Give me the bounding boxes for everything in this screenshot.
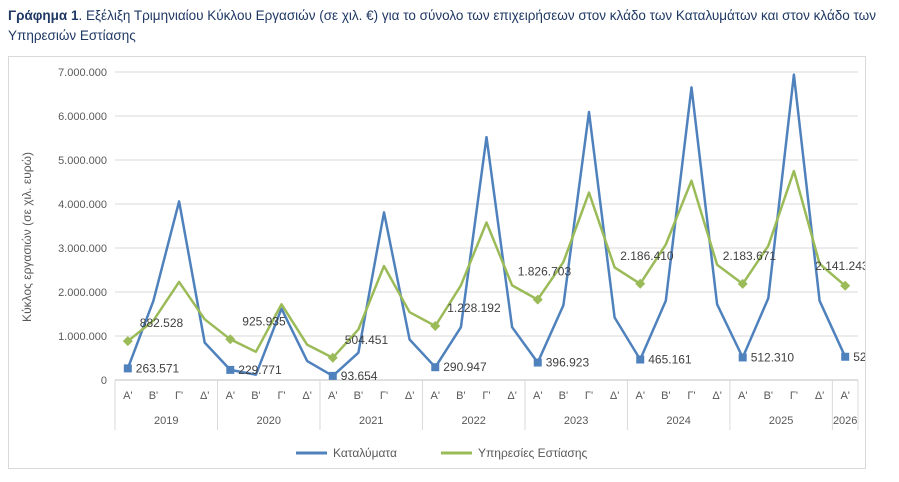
quarter-tick-label: Α' <box>123 390 132 402</box>
quarter-tick-label: Α' <box>431 390 440 402</box>
quarter-tick-label: Δ' <box>405 390 414 402</box>
quarter-tick-label: Γ' <box>687 390 695 402</box>
data-label-accommodation: 93.654 <box>341 369 378 383</box>
y-axis-label: Κύκλος εργασιών (σε χιλ. ευρώ) <box>20 152 34 322</box>
year-tick-label: 2021 <box>359 415 383 427</box>
quarter-tick-label: Α' <box>636 390 645 402</box>
data-label-food-services: 1.826.703 <box>518 265 572 279</box>
marker-accommodation <box>636 355 645 364</box>
data-labels: 263.571 229.771 93.654 290.947 396.923 465.16… <box>136 249 865 383</box>
quarter-tick-label: Β' <box>764 390 773 402</box>
quarter-tick-label: Δ' <box>712 390 721 402</box>
marker-food-services <box>327 352 338 363</box>
quarter-tick-label: Δ' <box>302 390 311 402</box>
quarter-tick-label: Β' <box>661 390 670 402</box>
year-tick-label: 2024 <box>666 415 690 427</box>
series-lines <box>126 73 847 378</box>
data-label-food-services: 925.935 <box>242 314 286 328</box>
y-tick-label: 4.000.000 <box>58 199 107 211</box>
quarter-tick-label: Β' <box>251 390 260 402</box>
data-label-accommodation: 465.161 <box>648 353 692 367</box>
marker-food-services <box>225 334 236 345</box>
quarter-tick-label: Γ' <box>175 390 183 402</box>
series-line-accommodation <box>126 73 847 378</box>
marker-accommodation <box>841 352 850 361</box>
year-tick-label: 2020 <box>256 415 280 427</box>
data-label-food-services: 2.141.243 <box>815 259 865 273</box>
marker-food-services <box>737 278 748 289</box>
quarter-tick-label: Γ' <box>585 390 593 402</box>
marker-food-services <box>532 294 543 305</box>
marker-food-services <box>430 320 441 331</box>
marker-accommodation <box>123 364 132 373</box>
series-line-food-services <box>127 169 847 360</box>
quarter-tick-label: Δ' <box>200 390 209 402</box>
quarter-tick-label: Α' <box>226 390 235 402</box>
marker-accommodation <box>328 371 337 380</box>
y-tick-label: 7.000.000 <box>58 67 107 79</box>
data-label-accommodation: 396.923 <box>546 356 590 370</box>
y-axis-ticks: 0 1.000.000 2.000.000 3.000.000 4.000.000 5.0… <box>58 67 107 387</box>
y-tick-label: 1.000.000 <box>58 331 107 343</box>
quarter-tick-label: Β' <box>456 390 465 402</box>
data-label-accommodation: 512.310 <box>751 350 795 364</box>
data-label-accommodation: 528.393 <box>853 350 865 364</box>
marker-accommodation <box>226 365 235 374</box>
y-tick-label: 2.000.000 <box>58 287 107 299</box>
data-label-food-services: 504.451 <box>345 333 389 347</box>
quarter-tick-label: Γ' <box>790 390 798 402</box>
data-label-food-services: 2.183.671 <box>723 249 777 263</box>
marker-accommodation <box>431 363 440 372</box>
quarter-tick-label: Γ' <box>277 390 285 402</box>
quarter-tick-label: Γ' <box>380 390 388 402</box>
quarter-tick-label: Α' <box>328 390 337 402</box>
line-chart: 0 1.000.000 2.000.000 3.000.000 4.000.000 5.0… <box>20 67 865 460</box>
data-label-food-services: 2.186.410 <box>620 249 674 263</box>
legend: Καταλύματα Υπηρεσίες Εστίασης <box>296 446 588 460</box>
data-label-accommodation: 263.571 <box>136 361 180 375</box>
year-tick-label: 2026 <box>833 415 857 427</box>
legend-label-food-services: Υπηρεσίες Εστίασης <box>478 446 588 460</box>
quarter-tick-label: Α' <box>533 390 542 402</box>
legend-label-accommodation: Καταλύματα <box>333 446 397 460</box>
marker-food-services <box>840 280 851 291</box>
data-label-accommodation: 290.947 <box>443 360 487 374</box>
quarter-tick-label: Δ' <box>507 390 516 402</box>
quarter-tick-label: Α' <box>738 390 747 402</box>
quarter-tick-label: Δ' <box>815 390 824 402</box>
quarter-tick-label: Γ' <box>482 390 490 402</box>
y-tick-label: 3.000.000 <box>58 243 107 255</box>
chart-frame: 0 1.000.000 2.000.000 3.000.000 4.000.000 5.0… <box>8 56 866 469</box>
quarter-tick-label: Β' <box>559 390 568 402</box>
marker-food-services <box>122 336 133 347</box>
data-label-food-services: 1.228.192 <box>447 301 501 315</box>
year-tick-label: 2023 <box>564 415 588 427</box>
marker-food-services <box>635 278 646 289</box>
y-tick-label: 5.000.000 <box>58 155 107 167</box>
quarter-tick-label: Α' <box>840 390 849 402</box>
x-axis: Α' Β' Γ' Δ' Α' Β' Γ' Δ' Α' Β' Γ' Δ' Α' Β' Γ' Δ' Α' Β' Γ' Δ'… <box>114 380 859 430</box>
marker-accommodation <box>533 358 542 367</box>
year-tick-label: 2022 <box>461 415 485 427</box>
y-tick-label: 0 <box>101 375 107 387</box>
quarter-tick-label: Δ' <box>610 390 619 402</box>
year-tick-label: 2025 <box>769 415 793 427</box>
quarter-tick-label: Β' <box>149 390 158 402</box>
y-tick-label: 6.000.000 <box>58 111 107 123</box>
gridlines <box>115 71 858 381</box>
year-tick-label: 2019 <box>154 415 178 427</box>
caption-label: Γράφημα 1 <box>8 8 79 23</box>
data-label-food-services: 882.528 <box>140 316 184 330</box>
marker-accommodation <box>738 353 747 362</box>
quarter-tick-label: Β' <box>354 390 363 402</box>
data-label-accommodation: 229.771 <box>238 363 282 377</box>
caption-text: . Εξέλιξη Τριμηνιαίου Κύκλου Εργασιών (σ… <box>8 8 876 43</box>
figure-caption: Γράφημα 1. Εξέλιξη Τριμηνιαίου Κύκλου Ερ… <box>8 6 888 46</box>
series-markers <box>122 278 851 380</box>
